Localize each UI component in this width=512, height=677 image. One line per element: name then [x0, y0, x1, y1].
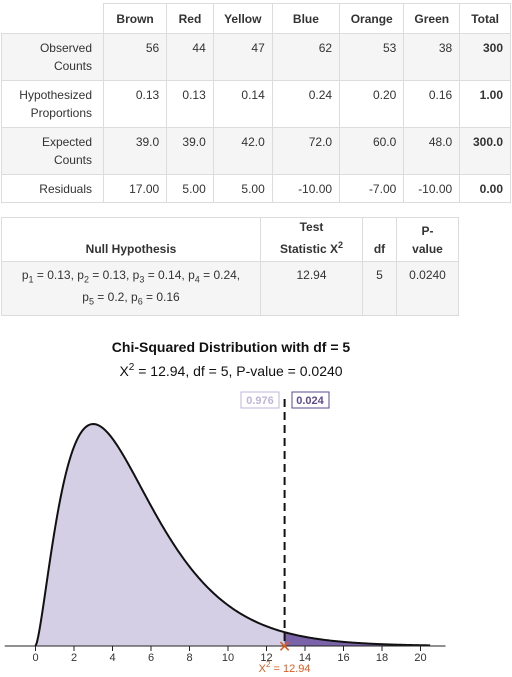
cell: 0.14	[212, 80, 273, 128]
cell: -10.00	[271, 174, 341, 203]
test-results-table: Null Hypothesis Test Statistic X2 df P-va…	[1, 217, 459, 316]
cell: 17.00	[102, 174, 168, 203]
df-header: df	[362, 217, 397, 262]
cell: 5.00	[166, 174, 214, 203]
row-label: Residuals	[1, 174, 104, 203]
x-tick-label: 8	[186, 652, 192, 664]
col-header-blue: Blue	[271, 3, 341, 34]
chi-squared-chart: Chi-Squared Distribution with df = 5 X2 …	[4, 339, 446, 675]
cell: 48.0	[403, 127, 461, 175]
cell: 0.16	[403, 80, 461, 128]
row-label: Hypothesized Proportions	[1, 80, 104, 128]
cell: 53	[339, 33, 405, 81]
test-statistic-header: Test Statistic X2	[260, 217, 363, 262]
cell: 0.13	[166, 80, 214, 128]
total-cell: 300	[459, 33, 511, 81]
pvalue-cell: 0.0240	[396, 261, 459, 316]
chart-subtitle: X2 = 12.94, df = 5, P-value = 0.0240	[119, 362, 342, 379]
cell: 38	[403, 33, 461, 81]
x-tick-label: 14	[299, 652, 311, 664]
cell: -10.00	[403, 174, 461, 203]
row-label: Observed Counts	[1, 33, 104, 81]
null-hypothesis-header: Null Hypothesis	[1, 217, 261, 262]
col-header-yellow: Yellow	[212, 3, 273, 34]
x-tick-label: 0	[32, 652, 38, 664]
x-tick-label: 20	[414, 652, 426, 664]
cell: 60.0	[339, 127, 405, 175]
total-cell: 1.00	[459, 80, 511, 128]
density-curve	[34, 422, 431, 647]
x-axis-ticks: 0 2 4 6 8 10 12 14 16 18 20	[32, 646, 427, 664]
cell: 0.13	[102, 80, 168, 128]
col-header-brown: Brown	[102, 3, 168, 34]
table-row: Observed Counts 56 44 47 62 53 38 300	[1, 33, 511, 81]
table-row: Expected Counts 39.0 39.0 42.0 72.0 60.0 …	[1, 127, 511, 175]
right-area-box	[291, 391, 330, 409]
cell: 44	[166, 33, 214, 81]
null-hypothesis-cell: p1 = 0.13, p2 = 0.13, p3 = 0.14, p4 = 0.…	[1, 261, 261, 316]
total-cell: 300.0	[459, 127, 511, 175]
cell: 62	[271, 33, 341, 81]
right-area-label: 0.024	[296, 395, 324, 407]
x-tick-label: 6	[148, 652, 154, 664]
left-area-box	[240, 391, 280, 409]
total-cell: 0.00	[459, 174, 511, 203]
cell: 56	[102, 33, 168, 81]
test-statistic-cell: 12.94	[260, 261, 363, 316]
cell: 39.0	[166, 127, 214, 175]
cell: 72.0	[271, 127, 341, 175]
observed-marker-icon: ✕	[278, 639, 291, 656]
table-row: Residuals 17.00 5.00 5.00 -10.00 -7.00 -…	[1, 174, 511, 203]
x-tick-label: 2	[71, 652, 77, 664]
cell: 0.20	[339, 80, 405, 128]
counts-table: Brown Red Yellow Blue Orange Green Total…	[1, 3, 511, 203]
x-tick-label: 16	[337, 652, 349, 664]
cell: 39.0	[102, 127, 168, 175]
col-header-orange: Orange	[339, 3, 405, 34]
x-tick-label: 10	[222, 652, 234, 664]
chart-title: Chi-Squared Distribution with df = 5	[112, 339, 351, 355]
col-header-red: Red	[166, 3, 214, 34]
cell: 47	[212, 33, 273, 81]
right-tail-area	[284, 632, 431, 646]
cell: 42.0	[212, 127, 273, 175]
cell: 5.00	[212, 174, 273, 203]
x-tick-label: 18	[376, 652, 388, 664]
col-header-total: Total	[459, 3, 511, 34]
row-label: Expected Counts	[1, 127, 104, 175]
corner-cell	[1, 3, 104, 34]
df-cell: 5	[362, 261, 397, 316]
test-row: p1 = 0.13, p2 = 0.13, p3 = 0.14, p4 = 0.…	[1, 261, 459, 316]
col-header-green: Green	[403, 3, 461, 34]
left-area-label: 0.976	[246, 395, 274, 407]
cell: 0.24	[271, 80, 341, 128]
x-tick-label: 12	[260, 652, 272, 664]
observed-statistic-label: X2 = 12.94	[259, 660, 311, 675]
table-row: Hypothesized Proportions 0.13 0.13 0.14 0…	[1, 80, 511, 128]
test-header-row: Null Hypothesis Test Statistic X2 df P-va…	[1, 217, 459, 262]
counts-header-row: Brown Red Yellow Blue Orange Green Total	[1, 3, 511, 34]
left-tail-area	[35, 424, 285, 646]
pvalue-header: P-value	[396, 217, 459, 262]
x-tick-label: 4	[109, 652, 115, 664]
cell: -7.00	[339, 174, 405, 203]
